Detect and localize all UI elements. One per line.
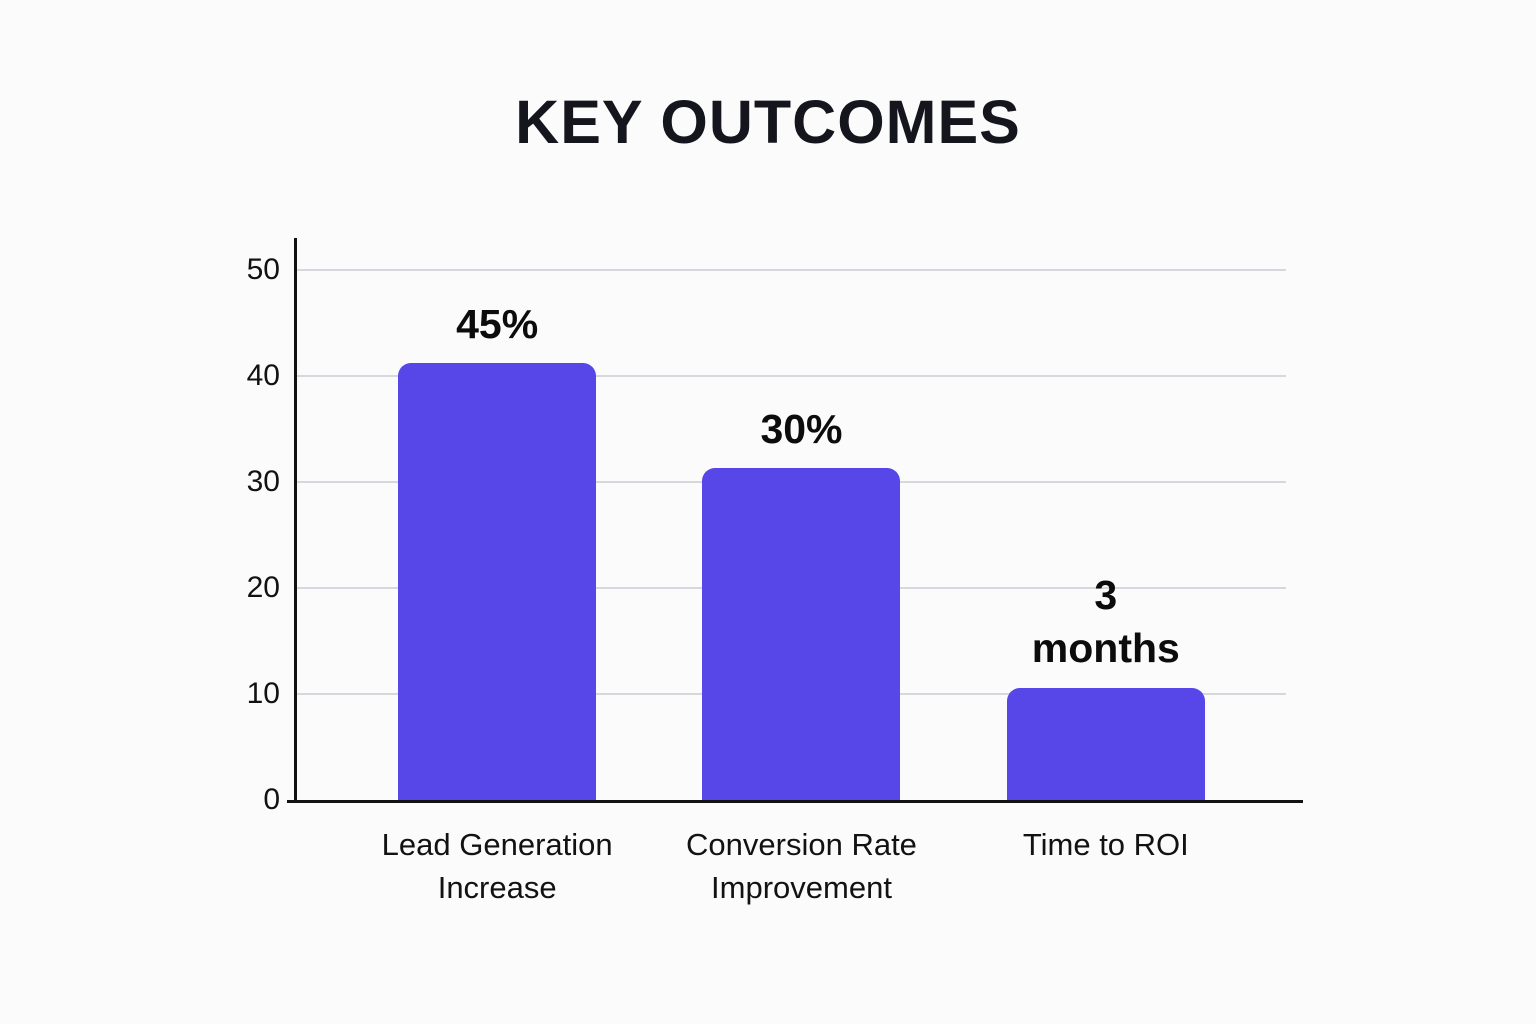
bar-value-label-0: 45% xyxy=(456,300,539,347)
gridline-y-40 xyxy=(297,375,1286,377)
gridline-y-50 xyxy=(297,269,1286,271)
x-axis-line xyxy=(287,800,1303,803)
bar-0 xyxy=(398,363,597,800)
bars-area: 45% 30% 3 months xyxy=(345,270,1258,800)
x-category-label-1: Conversion Rate Improvement xyxy=(686,827,917,905)
y-tick-label-30: 30 xyxy=(246,465,280,498)
bar-value-label-1: 30% xyxy=(760,405,843,452)
x-category-label-0: Lead Generation Increase xyxy=(381,827,613,905)
bar-slot-1: 30% xyxy=(649,270,953,800)
chart-title: KEY OUTCOMES xyxy=(515,88,1021,156)
bar-slot-2: 3 months xyxy=(954,270,1258,800)
y-tick-label-0: 0 xyxy=(263,783,280,816)
plot-area: 45% 30% 3 months xyxy=(297,269,1286,800)
y-axis-tick-labels: 0 10 20 30 40 50 xyxy=(150,255,280,815)
bar-slot-0: 45% xyxy=(345,270,649,800)
bar-2 xyxy=(1006,687,1205,800)
y-axis-line xyxy=(294,238,297,803)
bar-1 xyxy=(702,468,901,800)
y-tick-label-20: 20 xyxy=(246,571,280,604)
x-category-label-2: Time to ROI xyxy=(1022,827,1189,862)
bar-value-label-2: 3 months xyxy=(1031,572,1180,672)
x-axis-category-labels: Lead Generation Increase Conversion Rate … xyxy=(345,824,1258,910)
y-tick-label-40: 40 xyxy=(246,359,280,392)
y-tick-label-50: 50 xyxy=(246,253,280,286)
y-tick-label-10: 10 xyxy=(246,677,280,710)
